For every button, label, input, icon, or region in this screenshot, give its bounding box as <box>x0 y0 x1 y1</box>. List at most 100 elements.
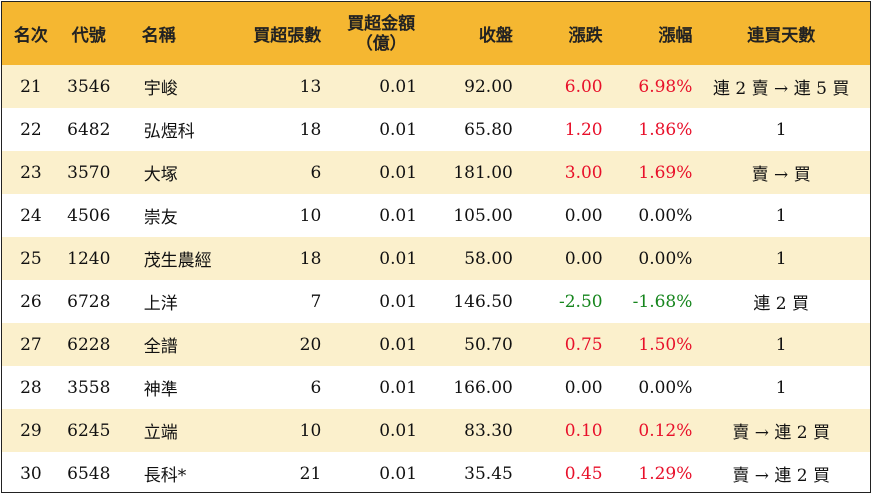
table-row[interactable]: 26 6728 上洋 7 0.01 146.50 -2.50 -1.68% 連 2 買 <box>2 280 870 323</box>
cell-change-pct: 1.86% <box>638 119 693 140</box>
cell-consecutive-days: 連 2 賣 → 連 5 買 <box>713 79 850 99</box>
cell-close: 166.00 <box>453 377 513 398</box>
cell-consecutive-days: 賣 → 連 2 買 <box>732 423 831 443</box>
cell-net-buy-lots: 18 <box>299 248 322 269</box>
cell-net-buy-amount: 0.01 <box>379 420 418 441</box>
table-row[interactable]: 27 6228 全譜 20 0.01 50.70 0.75 1.50% 1 <box>2 323 870 366</box>
cell-net-buy-lots: 18 <box>299 119 322 140</box>
cell-consecutive-days: 賣 → 買 <box>751 165 811 185</box>
table-row[interactable]: 29 6245 立端 10 0.01 83.30 0.10 0.12% 賣 → 連 2 買 <box>2 409 870 452</box>
cell-net-buy-amount: 0.01 <box>379 119 418 140</box>
cell-change: 0.45 <box>564 463 603 484</box>
cell-change: 0.00 <box>564 377 603 398</box>
table-header-row: 名次 代號 名稱 買超張數 買超金額 （億） 收盤 漲跌 漲幅 連買天數 <box>2 2 870 65</box>
cell-code: 6548 <box>67 463 111 484</box>
cell-name: 崇友 <box>143 208 178 228</box>
table-row[interactable]: 23 3570 大塚 6 0.01 181.00 3.00 1.69% 賣 → 買 <box>2 151 870 194</box>
header-net-buy-amount[interactable]: 買超金額 （億） <box>321 14 417 54</box>
header-consecutive-days[interactable]: 連買天數 <box>747 26 816 46</box>
cell-net-buy-amount: 0.01 <box>379 205 418 226</box>
cell-change-pct: 6.98% <box>638 76 693 97</box>
cell-net-buy-lots: 13 <box>299 76 322 97</box>
cell-change: 0.00 <box>564 205 603 226</box>
cell-close: 35.45 <box>464 463 513 484</box>
cell-change: -2.50 <box>559 291 603 312</box>
cell-name: 宇峻 <box>143 79 178 99</box>
cell-net-buy-lots: 7 <box>310 291 322 312</box>
cell-consecutive-days: 1 <box>775 119 787 140</box>
header-code[interactable]: 代號 <box>71 26 106 46</box>
table-body: 21 3546 宇峻 13 0.01 92.00 6.00 6.98% 連 2 賣 → 連 5 … <box>2 65 870 492</box>
cell-change-pct: -1.68% <box>632 291 693 312</box>
header-net-buy-lots[interactable]: 買超張數 <box>253 26 322 46</box>
table-row[interactable]: 25 1240 茂生農經 18 0.01 58.00 0.00 0.00% 1 <box>2 237 870 280</box>
cell-net-buy-amount: 0.01 <box>379 334 418 355</box>
cell-consecutive-days: 1 <box>775 334 787 355</box>
table-row[interactable]: 24 4506 崇友 10 0.01 105.00 0.00 0.00% 1 <box>2 194 870 237</box>
cell-rank: 26 <box>20 291 42 312</box>
cell-change: 0.10 <box>564 420 603 441</box>
cell-name: 弘煜科 <box>143 122 195 142</box>
cell-change-pct: 0.00% <box>638 377 693 398</box>
cell-code: 6245 <box>67 420 111 441</box>
header-net-buy-amount-line1: 買超金額 <box>347 13 416 34</box>
cell-name: 全譜 <box>143 337 178 357</box>
cell-change-pct: 1.29% <box>638 463 693 484</box>
cell-code: 6228 <box>67 334 111 355</box>
header-change[interactable]: 漲跌 <box>568 26 603 46</box>
cell-rank: 23 <box>20 162 42 183</box>
cell-code: 1240 <box>67 248 111 269</box>
cell-consecutive-days: 1 <box>775 205 787 226</box>
cell-close: 65.80 <box>464 119 513 140</box>
table-row[interactable]: 22 6482 弘煜科 18 0.01 65.80 1.20 1.86% 1 <box>2 108 870 151</box>
cell-consecutive-days: 賣 → 連 2 買 <box>732 466 831 486</box>
cell-code: 6728 <box>67 291 111 312</box>
table-row[interactable]: 21 3546 宇峻 13 0.01 92.00 6.00 6.98% 連 2 賣 → 連 5 … <box>2 65 870 108</box>
header-change-pct[interactable]: 漲幅 <box>658 26 693 46</box>
cell-net-buy-amount: 0.01 <box>379 248 418 269</box>
cell-rank: 29 <box>20 420 42 441</box>
cell-close: 50.70 <box>464 334 513 355</box>
cell-name: 大塚 <box>143 165 178 185</box>
cell-close: 146.50 <box>453 291 513 312</box>
header-name[interactable]: 名稱 <box>141 26 176 46</box>
cell-net-buy-amount: 0.01 <box>379 377 418 398</box>
cell-rank: 21 <box>20 76 42 97</box>
cell-close: 92.00 <box>464 76 513 97</box>
cell-change: 3.00 <box>564 162 603 183</box>
cell-code: 4506 <box>67 205 111 226</box>
cell-consecutive-days: 1 <box>775 377 787 398</box>
header-net-buy-amount-line2: （億） <box>355 33 407 54</box>
cell-close: 181.00 <box>453 162 513 183</box>
cell-change: 0.00 <box>564 248 603 269</box>
cell-change: 1.20 <box>564 119 603 140</box>
cell-code: 3546 <box>67 76 111 97</box>
cell-change-pct: 1.50% <box>638 334 693 355</box>
cell-change-pct: 1.69% <box>638 162 693 183</box>
cell-change-pct: 0.12% <box>638 420 693 441</box>
cell-net-buy-amount: 0.01 <box>379 463 418 484</box>
header-close[interactable]: 收盤 <box>478 26 513 46</box>
cell-change-pct: 0.00% <box>638 205 693 226</box>
cell-net-buy-lots: 10 <box>299 420 322 441</box>
cell-name: 長科* <box>143 466 187 486</box>
cell-consecutive-days: 1 <box>775 248 787 269</box>
cell-net-buy-lots: 20 <box>299 334 322 355</box>
cell-rank: 28 <box>20 377 42 398</box>
cell-rank: 22 <box>20 119 42 140</box>
cell-change: 0.75 <box>564 334 603 355</box>
cell-name: 神準 <box>143 380 178 400</box>
cell-code: 6482 <box>67 119 111 140</box>
cell-rank: 27 <box>20 334 42 355</box>
table-row[interactable]: 30 6548 長科* 21 0.01 35.45 0.45 1.29% 賣 → 連 2 買 <box>2 452 870 492</box>
header-rank[interactable]: 名次 <box>13 26 48 46</box>
cell-net-buy-amount: 0.01 <box>379 76 418 97</box>
cell-consecutive-days: 連 2 買 <box>753 294 809 314</box>
cell-code: 3570 <box>67 162 111 183</box>
cell-rank: 30 <box>20 463 42 484</box>
cell-name: 茂生農經 <box>143 251 212 271</box>
cell-net-buy-amount: 0.01 <box>379 162 418 183</box>
table-row[interactable]: 28 3558 神準 6 0.01 166.00 0.00 0.00% 1 <box>2 366 870 409</box>
cell-net-buy-amount: 0.01 <box>379 291 418 312</box>
